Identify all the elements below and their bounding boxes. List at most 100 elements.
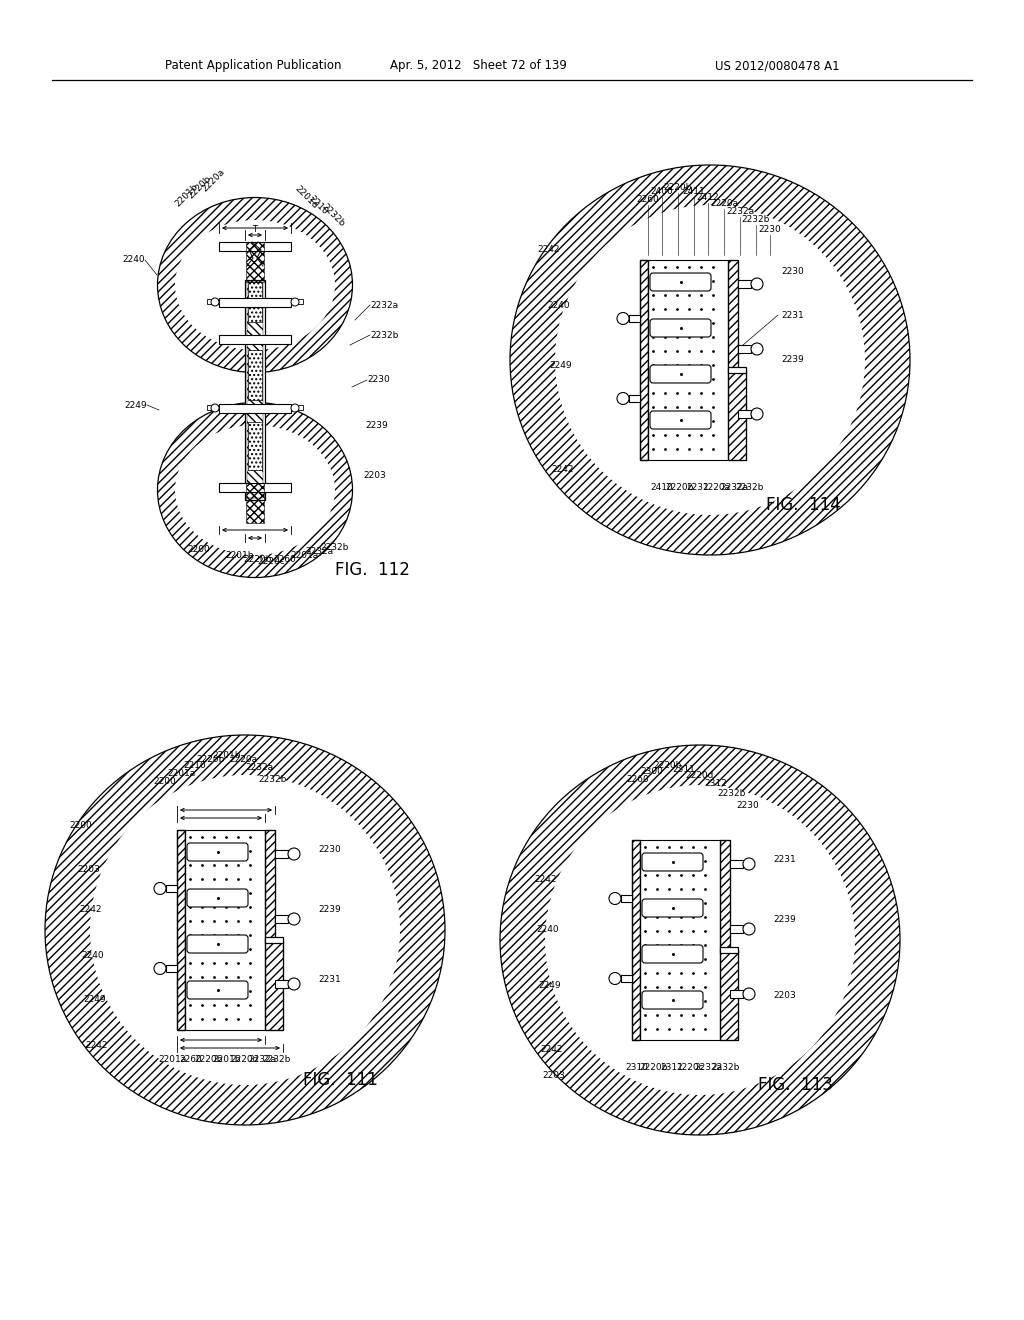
Ellipse shape [154,883,166,895]
Text: 2232b: 2232b [319,202,346,228]
Text: 2410: 2410 [650,483,674,492]
Text: 2249: 2249 [539,981,561,990]
Text: 2232a: 2232a [248,1056,276,1064]
Text: 2200: 2200 [154,777,176,787]
Bar [738,411,751,418]
Bar [245,280,265,500]
Bar [265,940,283,1030]
FancyBboxPatch shape [642,991,703,1008]
Text: 2231: 2231 [318,975,341,985]
Text: 2220a: 2220a [701,483,730,492]
Text: 2249: 2249 [549,360,572,370]
Text: 2230: 2230 [318,846,341,854]
Text: FIG.  111: FIG. 111 [303,1071,378,1089]
Text: 2220b: 2220b [197,755,225,764]
Text: 2203: 2203 [543,1071,565,1080]
Text: 2310: 2310 [626,1064,648,1072]
Bar [246,483,264,523]
Text: 2260: 2260 [637,195,659,205]
Bar [728,367,746,374]
Text: 2220c: 2220c [257,557,285,566]
Text: 2220a: 2220a [201,166,227,193]
Bar [720,950,738,1040]
FancyBboxPatch shape [642,853,703,871]
Text: 2220b: 2220b [243,556,271,565]
Text: 2201b: 2201b [225,550,254,560]
Text: 2201b: 2201b [213,1056,242,1064]
Ellipse shape [617,392,629,404]
Bar [291,405,303,411]
Text: 2240: 2240 [123,256,145,264]
Text: T: T [253,224,257,234]
Text: FIG.  114: FIG. 114 [766,496,841,513]
Text: US 2012/0080478 A1: US 2012/0080478 A1 [715,59,840,73]
Ellipse shape [617,313,629,325]
Text: 2312: 2312 [705,780,727,788]
Bar [275,915,288,923]
Text: 2242: 2242 [85,1040,108,1049]
Text: FIG.  113: FIG. 113 [758,1076,833,1094]
Bar [166,965,177,972]
Bar [629,395,640,403]
Text: Apr. 5, 2012   Sheet 72 of 139: Apr. 5, 2012 Sheet 72 of 139 [390,59,567,73]
Bar [219,335,291,345]
Text: 2220b: 2220b [653,762,682,771]
FancyBboxPatch shape [650,411,711,429]
Text: 2203: 2203 [77,866,100,874]
Text: 2232b: 2232b [718,789,746,799]
Text: 2230: 2230 [781,268,804,276]
Text: 2231: 2231 [781,310,804,319]
Text: 2230: 2230 [367,375,390,384]
Bar [728,260,738,370]
Bar [265,830,275,940]
FancyBboxPatch shape [187,888,248,907]
Ellipse shape [154,962,166,974]
Bar [629,315,640,322]
Ellipse shape [751,408,763,420]
Text: 2311: 2311 [673,766,695,775]
Text: 2232b: 2232b [370,330,398,339]
Text: 2220b: 2220b [186,174,213,201]
Bar [207,405,219,411]
Bar [265,830,275,940]
Text: 2232a: 2232a [305,548,333,557]
Text: 2203: 2203 [773,990,796,999]
Text: 2230: 2230 [759,226,781,235]
Bar [728,260,738,370]
Bar [632,840,640,1040]
Text: 2242: 2242 [541,1045,563,1055]
Text: 2232a: 2232a [694,1064,722,1072]
Text: 2260: 2260 [273,556,296,565]
Bar [275,979,288,987]
Bar [265,940,283,1030]
Ellipse shape [175,425,335,554]
Bar [632,840,640,1040]
Bar [207,300,219,304]
Text: 2210: 2210 [183,762,207,771]
Ellipse shape [743,923,755,935]
Text: 2242: 2242 [80,906,102,915]
Bar [219,404,291,413]
Bar [648,260,728,459]
Ellipse shape [743,987,755,1001]
Text: 2220b: 2220b [640,1064,669,1072]
Ellipse shape [291,298,299,306]
Ellipse shape [90,775,400,1085]
Text: 2239: 2239 [773,916,796,924]
Text: 2240: 2240 [537,925,559,935]
Bar [248,422,262,470]
Text: 2260: 2260 [179,1056,203,1064]
Bar [291,300,303,304]
Bar [738,345,751,352]
Text: 2201a: 2201a [290,550,318,560]
Bar [720,840,730,950]
Text: 2412: 2412 [696,194,719,202]
Bar [246,242,264,282]
Text: 2220b: 2220b [195,1056,223,1064]
Text: 2220d: 2220d [686,771,714,780]
Ellipse shape [751,279,763,290]
Text: 2239: 2239 [365,421,388,429]
Bar [640,260,648,459]
Bar [621,895,632,902]
Text: 2200: 2200 [70,821,92,829]
